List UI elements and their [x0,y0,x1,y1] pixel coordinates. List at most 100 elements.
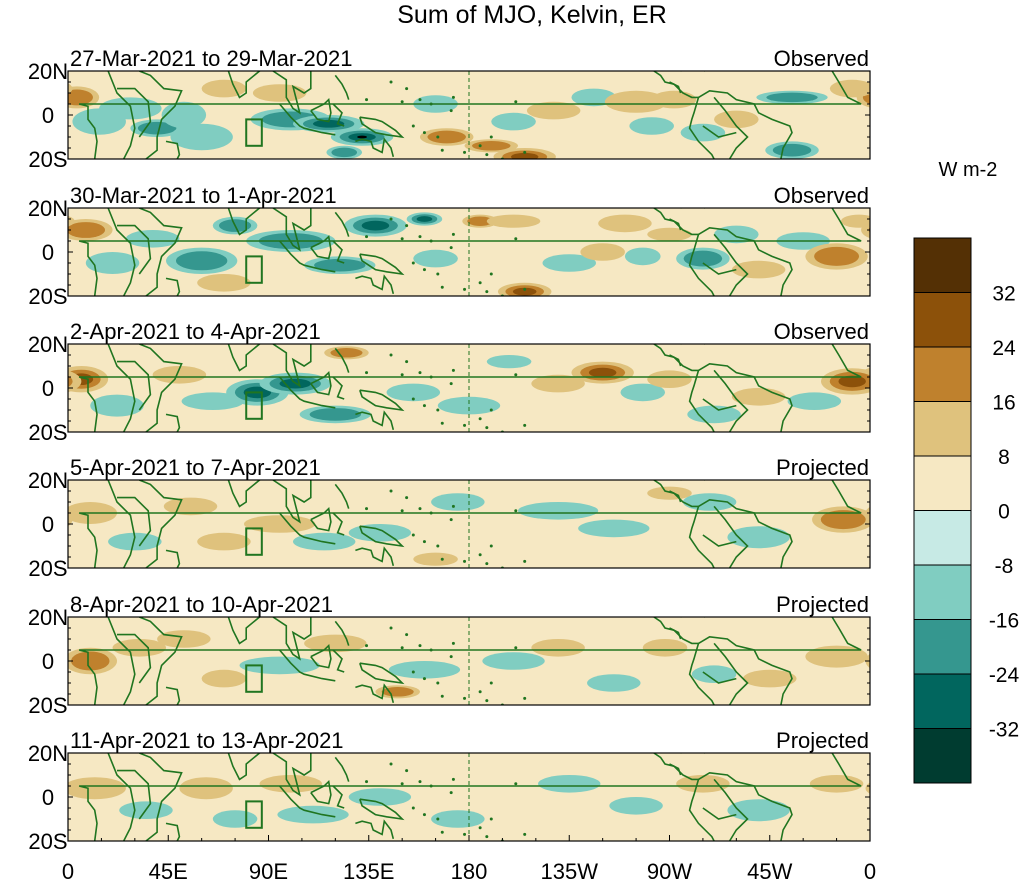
island-marker [489,408,493,412]
coastline [355,683,395,704]
island-marker [523,559,527,563]
lon-tick-label: 90E [249,859,288,884]
anomaly-field [68,775,1021,828]
coastline [334,347,350,373]
anomaly-contour [252,84,307,102]
anomaly-contour [331,147,358,158]
anomaly-contour [981,777,1021,799]
coastline [688,370,715,432]
coastline [698,635,793,705]
coastline [227,480,262,508]
anomaly-field [68,630,870,699]
colorbar-segment [913,292,972,348]
anomaly-contour [416,216,433,222]
island-marker [489,135,493,139]
colorbar-tick-label: -32 [989,719,1019,742]
panel-3: 2-Apr-2021 to 4-Apr-2021 Observed 20N 0 20S [0,319,871,445]
island-marker [418,780,422,784]
anomaly-contour [0,144,9,157]
coastline [713,505,749,568]
island-marker [449,109,453,113]
colorbar-units: W m-2 [939,159,998,181]
anomaly-contour [197,274,251,292]
coastline [332,240,345,264]
island-marker [451,777,455,781]
coastline [669,354,682,367]
coastline [227,753,262,781]
anomaly-contour [620,383,666,402]
coastline [278,785,336,818]
panel-6: 11-Apr-2021 to 13-Apr-2021 Projected 20N 0 2… [28,728,1021,854]
anomaly-contour [727,799,790,822]
anomaly-contour [727,526,790,549]
coastline [334,756,350,782]
island-marker [514,373,518,377]
panel-status: Observed [774,46,869,71]
coastline [332,103,345,127]
anomaly-contour [629,117,674,135]
coastline [165,822,181,841]
anomaly-contour [176,251,228,271]
coastline [272,480,312,524]
coastline [355,274,395,295]
island-marker [411,397,415,401]
panel-status: Projected [776,592,869,617]
island-marker [418,98,422,102]
island-marker [489,544,493,548]
coastline [139,71,183,159]
coastline [310,506,332,532]
island-marker [485,290,489,294]
anomaly-contour [486,355,532,369]
anomaly-contour [361,220,390,231]
coastline [355,137,395,158]
island-marker [440,557,444,561]
coastline [702,534,737,547]
lon-tick-label: 45E [149,859,188,884]
island-marker [451,368,455,372]
coastlines [78,208,862,296]
anomaly-contour [259,775,322,793]
anomaly-contour [0,392,39,410]
anomaly-contour [348,524,412,542]
coastline [117,496,152,547]
coastline [359,798,405,821]
panel-status: Observed [774,183,869,208]
coastline [688,643,715,705]
anomaly-contour [901,97,963,119]
anomaly-contour [978,251,1021,270]
lat-tick-label: 0 [42,376,54,401]
colorbar-segment [913,510,972,566]
coastline [78,208,862,296]
anomaly-contour [0,91,26,104]
anomaly-contour [598,214,652,233]
panel-date-range: 8-Apr-2021 to 10-Apr-2021 [70,592,333,617]
island-marker [365,371,369,375]
coastline [139,617,183,705]
anomaly-contour [71,651,110,671]
anomaly-contour [108,532,162,551]
island-marker [400,782,404,786]
colorbar-tick-label: -8 [995,555,1014,578]
anomaly-contour [482,652,545,670]
island-marker [478,826,482,830]
island-marker [514,237,518,241]
coastline [702,398,737,411]
colorbar-segment [913,346,972,402]
island-marker [436,681,440,685]
island-marker [436,272,440,276]
anomaly-contour [604,90,668,113]
coastline [669,763,682,776]
coastline [310,234,332,260]
lat-tick-label: 0 [42,240,54,265]
anomaly-contour [197,532,251,551]
anomaly-contour [820,510,866,530]
lat-tick-label: 20S [28,147,67,172]
anomaly-contour [68,777,126,800]
coastline [355,819,395,840]
panel-2: 30-Mar-2021 to 1-Apr-2021 Observed 20N 0 20S [28,183,1021,309]
coastline [117,633,152,684]
anomaly-contour [90,394,144,417]
coastline [227,344,262,372]
anomaly-contour [68,222,106,238]
coastline [713,96,749,159]
